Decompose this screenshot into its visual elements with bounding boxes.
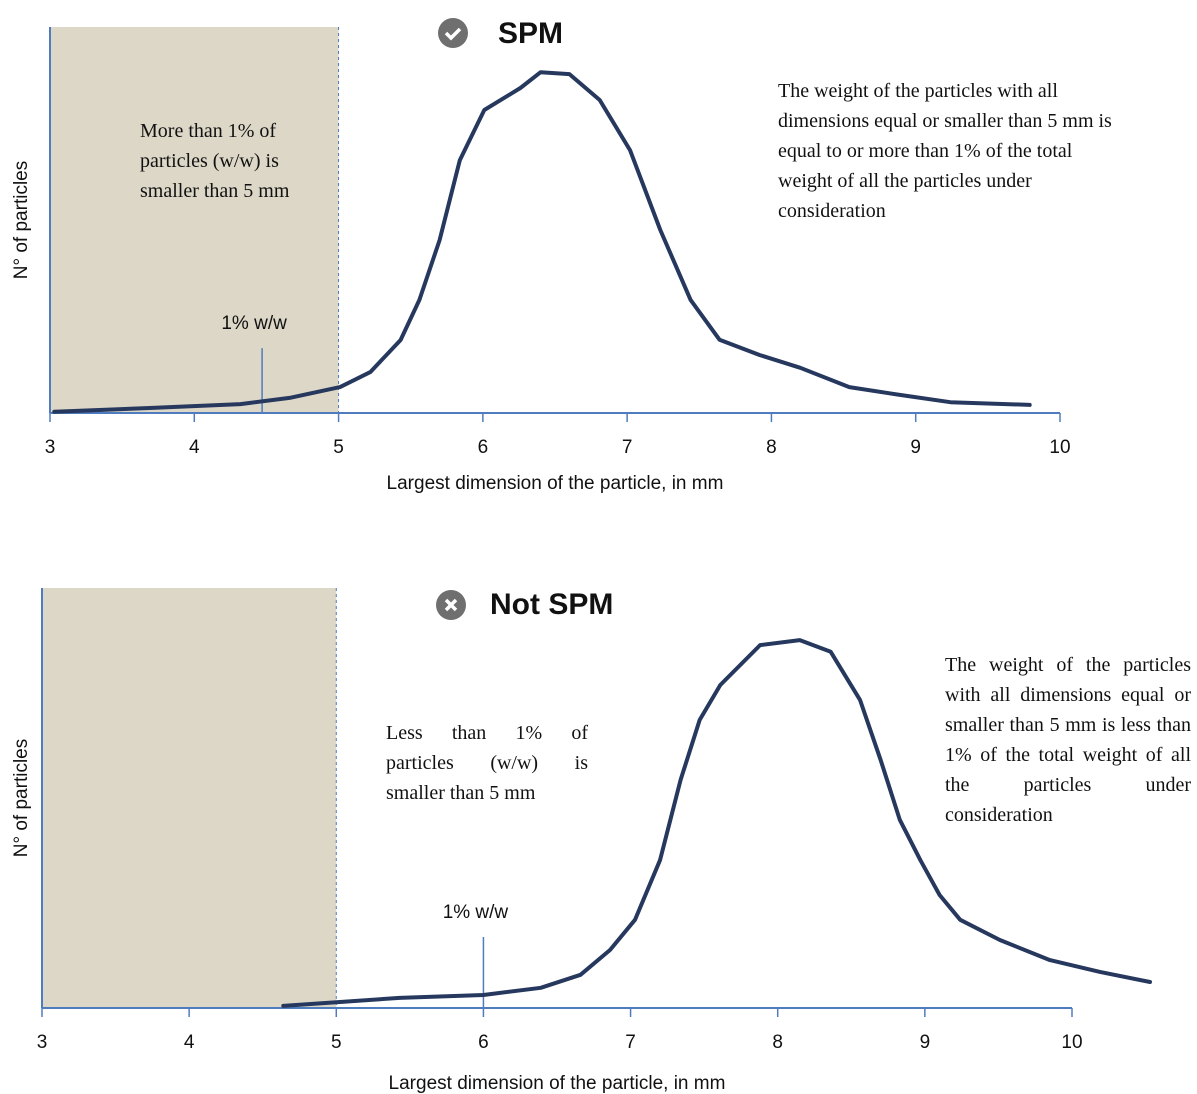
annotation-left: More than 1% of particles (w/w) is small… [140, 120, 290, 202]
x-tick-label: 9 [910, 437, 921, 458]
chart-title: SPM [498, 17, 563, 50]
x-tick-label: 4 [184, 1032, 195, 1053]
x-tick-label: 7 [625, 1032, 636, 1053]
annotation-left: Less than 1% of particles (w/w) is small… [386, 722, 588, 804]
check-mark [444, 27, 462, 41]
y-axis-label: N° of particles [11, 739, 32, 857]
x-tick-label: 10 [1049, 437, 1070, 458]
shaded-region [42, 588, 337, 1008]
shaded-region [50, 27, 339, 413]
x-tick-label: 6 [478, 1032, 489, 1053]
x-tick-label: 9 [920, 1032, 931, 1053]
x-tick-label: 6 [478, 437, 489, 458]
marker-label: 1% w/w [221, 313, 287, 334]
x-axis-label: Largest dimension of the particle, in mm [387, 473, 724, 494]
x-tick-label: 8 [772, 1032, 783, 1053]
distribution-curve [281, 638, 1152, 1008]
distribution-curve [52, 70, 1032, 414]
x-tick-label: 8 [766, 437, 777, 458]
x-tick-label: 3 [37, 1032, 48, 1053]
annotation-right: The weight of the particles with all dim… [778, 80, 1112, 222]
x-axis-label: Largest dimension of the particle, in mm [389, 1073, 726, 1094]
x-tick-label: 4 [189, 437, 200, 458]
chart-title: Not SPM [490, 588, 613, 621]
y-axis-label: N° of particles [11, 161, 32, 279]
marker-label: 1% w/w [443, 902, 509, 923]
x-tick-label: 10 [1061, 1032, 1082, 1053]
annotation-right: The weight of the particles with all dim… [945, 654, 1191, 826]
x-tick-label: 5 [331, 1032, 342, 1053]
x-tick-label: 7 [622, 437, 633, 458]
cross-mark [444, 598, 458, 612]
x-tick-label: 5 [333, 437, 344, 458]
x-tick-label: 3 [45, 437, 56, 458]
status-icon [438, 18, 468, 48]
